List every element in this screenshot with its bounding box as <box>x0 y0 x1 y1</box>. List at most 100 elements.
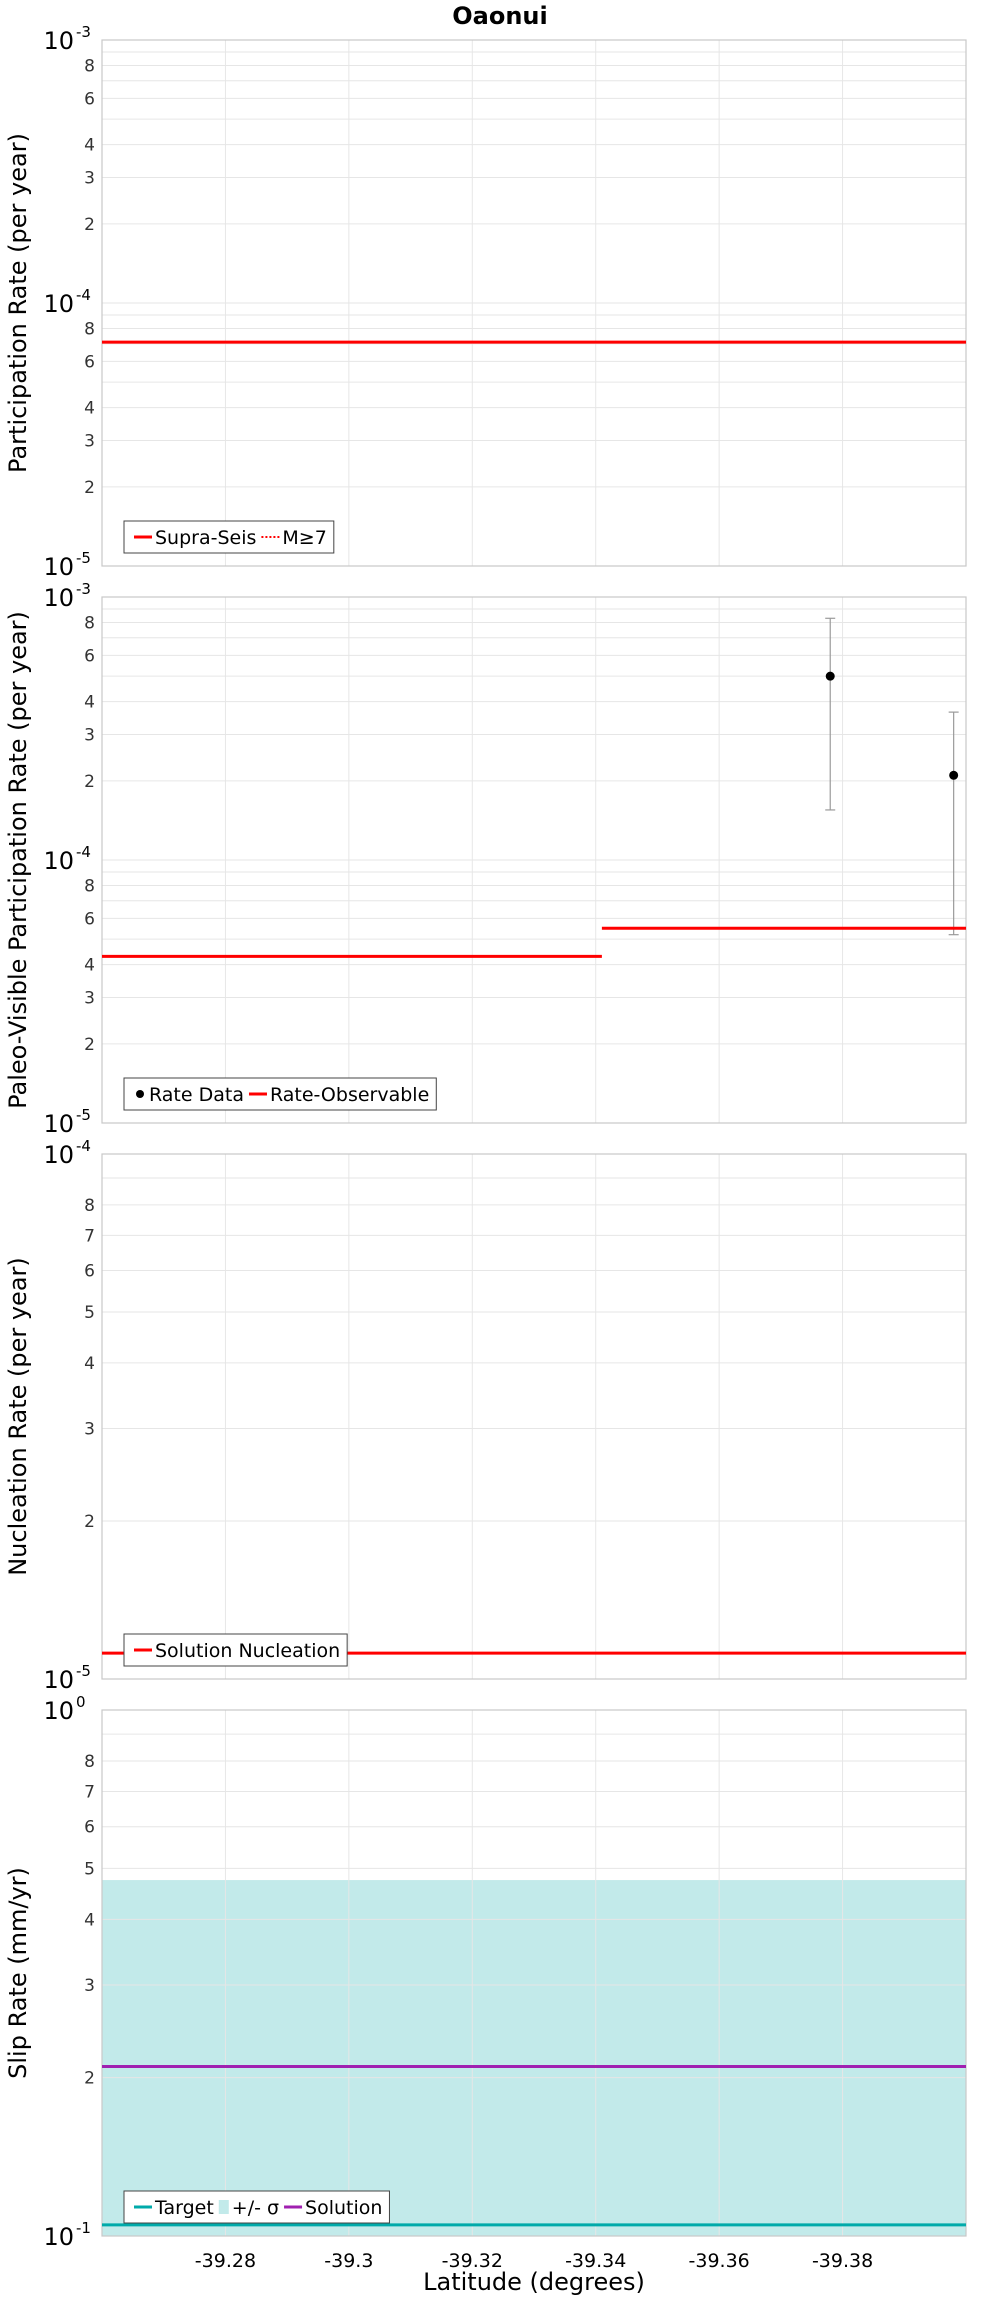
y-tick-minor-label: 3 <box>84 1976 95 1996</box>
y-tick-label: 10 <box>43 290 74 318</box>
legend: Rate Data Rate-Observable <box>123 1077 437 1111</box>
legend-box <box>123 520 335 554</box>
series-band-1 <box>102 1880 966 2236</box>
x-tick-label-3: -39.34 <box>565 2250 626 2272</box>
grid-lines <box>102 1710 966 2236</box>
y-tick-minor-label: 8 <box>84 876 95 896</box>
legend-item-2: Solution <box>284 2197 382 2219</box>
plot-frame <box>101 596 967 1124</box>
y-tick-minor-label: 5 <box>84 1859 95 1879</box>
y-tick-minor-label: 2 <box>84 772 95 792</box>
y-tick-minor-label: 4 <box>84 956 95 976</box>
y-tick-minor-label: 3 <box>84 169 95 189</box>
x-tick-label-2: -39.32 <box>442 2250 503 2272</box>
y-tick-label: 10 <box>43 1666 74 1694</box>
legend: Supra-Seis M≥7 <box>123 520 335 554</box>
y-tick-minor-label: 6 <box>84 646 95 666</box>
legend-label: +/- σ <box>232 2197 279 2219</box>
legend-label: Target <box>154 2197 214 2219</box>
legend-box <box>123 1633 348 1667</box>
x-axis-tick-labels: -39.28 -39.3 -39.32 -39.34 -39.36 -39.38 <box>195 2250 873 2272</box>
legend-item-0: Target <box>134 2197 214 2219</box>
legend-marker <box>136 1090 144 1098</box>
legend-label: M≥7 <box>282 527 326 549</box>
legend-item-1: +/- σ <box>218 2197 279 2219</box>
y-axis-label: Paleo-Visible Participation Rate (per ye… <box>4 611 32 1109</box>
y-tick-minor-label: 2 <box>84 478 95 498</box>
y-tick-exponent: 0 <box>76 1693 86 1711</box>
y-tick-minor-label: 3 <box>84 432 95 452</box>
legend-swatch <box>218 2200 229 2214</box>
y-tick-label: 10 <box>43 553 74 581</box>
y-tick-minor-label: 7 <box>84 1226 95 1246</box>
legend-item-0: Solution Nucleation <box>134 1640 340 1662</box>
legend-label: Supra-Seis <box>155 527 256 549</box>
x-tick-label-0: -39.28 <box>195 2250 256 2272</box>
y-tick-minor-label: 4 <box>84 1354 95 1374</box>
y-axis-label: Nucleation Rate (per year) <box>4 1257 32 1576</box>
y-tick-minor-label: 2 <box>84 215 95 235</box>
legend-box <box>123 2190 390 2224</box>
y-tick-minor-label: 6 <box>84 89 95 109</box>
y-tick-minor-label: 8 <box>84 319 95 339</box>
y-tick-minor-label: 2 <box>84 1035 95 1055</box>
y-tick-minor-label: 7 <box>84 1782 95 1802</box>
grid-lines <box>102 597 966 1123</box>
y-tick-minor-label: 8 <box>84 613 95 633</box>
y-tick-minor-label: 6 <box>84 1818 95 1838</box>
y-tick-label: 10 <box>43 27 74 55</box>
grid-lines <box>102 40 966 566</box>
plot-area <box>102 1154 966 1679</box>
y-axis-label: Slip Rate (mm/yr) <box>4 1867 32 2079</box>
y-tick-minor-label: 8 <box>84 1196 95 1216</box>
y-tick-minor-label: 6 <box>84 352 95 372</box>
y-tick-label: 10 <box>43 1697 74 1725</box>
y-tick-exponent: -5 <box>76 1662 91 1680</box>
plot-frame <box>101 39 967 567</box>
plot-frame <box>101 1709 967 2237</box>
y-tick-minor-label: 5 <box>84 1303 95 1323</box>
x-axis-label: Latitude (degrees) <box>423 2268 645 2296</box>
y-tick-minor-label: 6 <box>84 1261 95 1281</box>
y-tick-exponent: -5 <box>76 1106 91 1124</box>
y-tick-minor-label: 2 <box>84 1512 95 1532</box>
legend-box <box>123 1077 437 1111</box>
y-tick-minor-label: 3 <box>84 1420 95 1440</box>
legend-label: Solution Nucleation <box>155 1640 340 1662</box>
legend-label: Rate Data <box>149 1084 244 1106</box>
plot-frame <box>101 1153 967 1680</box>
y-tick-minor-label: 3 <box>84 989 95 1009</box>
y-tick-minor-label: 4 <box>84 1910 95 1930</box>
y-tick-minor-label: 8 <box>84 1752 95 1772</box>
y-tick-exponent: -3 <box>76 23 91 41</box>
x-tick-label-4: -39.36 <box>689 2250 750 2272</box>
y-tick-minor-label: 4 <box>84 136 95 156</box>
legend-item-1: Rate-Observable <box>248 1084 429 1106</box>
data-point-1 <box>949 770 959 780</box>
chart-title: Oaonui <box>452 2 547 30</box>
y-tick-label: 10 <box>43 1110 74 1138</box>
data-point-0 <box>825 671 835 681</box>
legend: Target +/- σ Solution <box>123 2190 390 2224</box>
legend-label: Solution <box>305 2197 382 2219</box>
y-tick-label: 10 <box>43 847 74 875</box>
y-tick-minor-label: 3 <box>84 726 95 746</box>
legend-item-1: M≥7 <box>261 527 327 549</box>
y-axis-label: Participation Rate (per year) <box>4 133 32 473</box>
legend-item-0: Rate Data <box>136 1084 244 1106</box>
y-tick-minor-label: 4 <box>84 399 95 419</box>
y-tick-minor-label: 6 <box>84 909 95 929</box>
legend: Solution Nucleation <box>123 1633 348 1667</box>
y-tick-exponent: -4 <box>76 843 91 861</box>
y-tick-exponent: -1 <box>76 2219 91 2237</box>
grid-lines <box>102 1154 966 1679</box>
